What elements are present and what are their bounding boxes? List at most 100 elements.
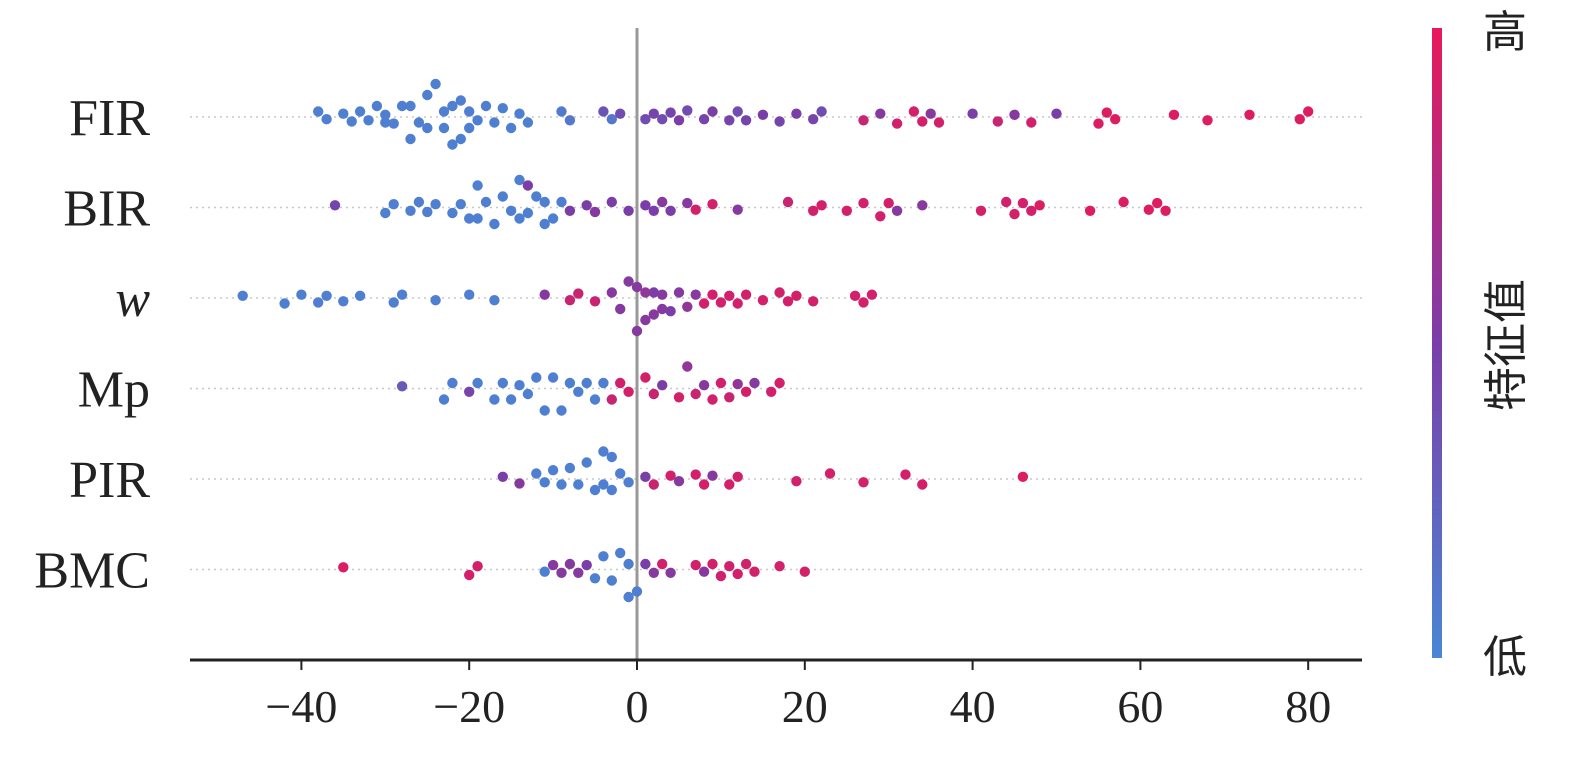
shap-point-bir: [841, 205, 852, 216]
shap-point-bmc: [774, 561, 785, 572]
shap-point-bir: [1034, 200, 1045, 211]
shap-point-w: [623, 276, 634, 287]
shap-point-bir: [589, 206, 601, 218]
shap-point-w: [657, 289, 668, 300]
shap-point-fir: [992, 116, 1003, 127]
shap-point-bir: [413, 196, 425, 208]
shap-point-fir: [1101, 107, 1113, 118]
shap-point-mp: [581, 377, 592, 389]
shap-point-bmc: [623, 558, 634, 570]
shap-point-bmc: [598, 551, 609, 562]
shap-point-pir: [648, 479, 659, 490]
shap-point-bir: [917, 200, 928, 211]
shap-point-w: [715, 297, 727, 308]
shap-point-mp: [766, 386, 777, 397]
shap-point-fir: [774, 116, 785, 127]
shap-point-bmc: [581, 559, 592, 571]
shap-point-bir: [975, 205, 987, 216]
shap-point-bmc: [631, 586, 643, 597]
shap-point-w: [631, 325, 643, 337]
shap-point-pir: [665, 470, 676, 481]
shap-point-pir: [791, 476, 802, 487]
shap-point-bir: [858, 197, 869, 209]
shap-point-bir: [514, 174, 525, 186]
shap-point-fir: [732, 106, 743, 117]
shap-point-fir: [858, 115, 869, 126]
shap-point-bir: [648, 205, 659, 216]
shap-point-fir: [514, 108, 525, 119]
shap-point-bmc: [615, 547, 626, 559]
shap-point-fir: [430, 78, 441, 90]
shap-point-pir: [707, 470, 718, 481]
shap-point-w: [690, 289, 701, 300]
shap-point-bmc: [648, 567, 659, 578]
shap-point-mp: [707, 394, 718, 405]
shap-point-pir: [858, 477, 869, 488]
shap-point-fir: [438, 106, 450, 117]
shap-point-w: [682, 301, 693, 312]
shap-point-pir: [606, 484, 617, 496]
shap-point-bir: [606, 196, 617, 208]
shap-point-fir: [875, 108, 886, 119]
shap-point-w: [858, 297, 869, 308]
shap-point-fir: [808, 114, 819, 125]
shap-point-bmc: [573, 567, 584, 578]
shap-point-mp: [715, 377, 727, 389]
x-axis-ticks: −40 −20 0 20 40 60 80: [265, 660, 1331, 732]
shap-point-pir: [589, 484, 601, 496]
shap-point-pir: [606, 451, 617, 463]
shap-point-mp: [556, 405, 567, 416]
shap-point-mp: [514, 380, 525, 391]
shap-point-fir: [464, 106, 475, 117]
shap-point-bir: [891, 205, 903, 216]
shap-point-w: [673, 287, 685, 298]
shap-point-pir: [673, 476, 685, 487]
colorbar-low-label: 低: [1483, 632, 1527, 683]
data-points: [237, 78, 1314, 603]
shap-point-bir: [472, 180, 483, 191]
shap-point-pir: [581, 457, 592, 468]
shap-point-mp: [690, 388, 701, 400]
shap-point-w: [279, 298, 290, 309]
x-tick-label: 40: [950, 681, 996, 732]
shap-point-mp: [598, 377, 609, 389]
shap-point-fir: [405, 133, 416, 145]
shap-point-fir: [455, 95, 466, 106]
shap-point-fir: [464, 122, 475, 134]
shap-point-fir: [321, 114, 332, 125]
shap-point-mp: [489, 394, 500, 405]
shap-point-fir: [422, 122, 433, 134]
shap-point-fir: [422, 89, 433, 101]
shap-point-w: [464, 289, 475, 300]
shap-point-fir: [967, 108, 978, 119]
shap-point-fir: [489, 117, 500, 128]
shap-point-fir: [505, 122, 517, 134]
shap-point-bir: [514, 213, 525, 224]
shap-point-mp: [657, 380, 668, 391]
shap-point-mp: [623, 386, 634, 397]
shap-point-w: [296, 289, 307, 300]
shap-point-mp: [682, 361, 693, 372]
shap-point-bmc: [623, 591, 634, 603]
shap-point-fir: [917, 116, 928, 127]
shap-point-bir: [690, 204, 701, 215]
shap-point-w: [791, 290, 802, 301]
shap-point-w: [338, 296, 349, 307]
shap-point-fir: [908, 106, 920, 117]
shap-point-bir: [1017, 197, 1029, 209]
shap-point-fir: [1051, 108, 1062, 119]
shap-point-w: [640, 287, 651, 298]
shap-point-fir: [933, 117, 945, 128]
shap-point-bmc: [724, 561, 735, 572]
shap-point-pir: [539, 477, 550, 488]
shap-point-bir: [875, 211, 886, 222]
shap-point-bir: [505, 205, 517, 216]
shap-point-pir: [514, 478, 525, 489]
shap-point-fir: [1093, 118, 1104, 129]
shap-point-bir: [472, 213, 483, 224]
shap-point-pir: [547, 465, 559, 476]
shap-point-fir: [1303, 106, 1314, 117]
shap-point-mp: [640, 372, 651, 383]
shap-point-mp: [522, 388, 534, 400]
shap-point-pir: [732, 471, 743, 482]
